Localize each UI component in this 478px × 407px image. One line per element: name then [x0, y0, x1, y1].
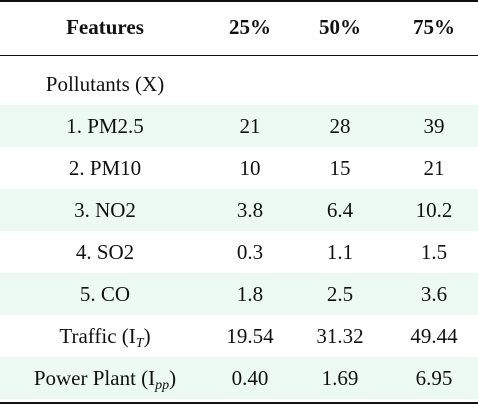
row-value-50: 15: [329, 156, 351, 180]
row-value-25: 3.8: [236, 198, 264, 222]
row-value-50: 1.1: [326, 240, 354, 264]
table-row-traffic: Traffic (IT) 19.54 31.32 49.44: [0, 315, 478, 357]
header-25-percent: 25%: [229, 15, 271, 39]
row-feature: 4. SO2: [75, 240, 135, 264]
table-row: 3. NO2 3.8 6.4 10.2: [0, 189, 478, 231]
row-value-25: 10: [239, 156, 261, 180]
row-feature: 1. PM2.5: [66, 114, 144, 138]
traffic-value-50: 31.32: [316, 324, 364, 348]
power-plant-label-subscript: pp: [155, 378, 170, 393]
power-plant-value-25: 0.40: [231, 366, 269, 390]
row-value-25: 21: [239, 114, 261, 138]
section-label-pollutants: Pollutants (X): [45, 72, 165, 96]
row-value-75: 3.6: [420, 282, 448, 306]
row-value-75: 10.2: [415, 198, 453, 222]
table-row: 4. SO2 0.3 1.1 1.5: [0, 231, 478, 273]
row-feature: 5. CO: [79, 282, 131, 306]
table-row: 2. PM10 10 15 21: [0, 147, 478, 189]
row-feature: 2. PM10: [68, 156, 142, 180]
header-75-percent: 75%: [413, 15, 455, 39]
traffic-label-text: Traffic (I: [59, 324, 136, 348]
header-features: Features: [66, 15, 144, 39]
traffic-label-close: ): [143, 324, 151, 348]
header-50-percent: 50%: [319, 15, 361, 39]
table-header-rule: [0, 55, 478, 56]
power-plant-label-close: ): [169, 366, 177, 390]
section-row: Pollutants (X): [0, 63, 478, 105]
power-plant-value-75: 6.95: [415, 366, 453, 390]
table-bottom-rule: [0, 402, 478, 404]
power-plant-value-50: 1.69: [321, 366, 359, 390]
table-row: 1. PM2.5 21 28 39: [0, 105, 478, 147]
row-value-75: 21: [423, 156, 445, 180]
row-feature: 3. NO2: [74, 198, 136, 222]
traffic-label-subscript: T: [135, 336, 144, 351]
row-value-50: 28: [329, 114, 351, 138]
row-value-25: 1.8: [236, 282, 264, 306]
power-plant-label-text: Power Plant (I: [33, 366, 156, 390]
table-row: 5. CO 1.8 2.5 3.6: [0, 273, 478, 315]
traffic-value-25: 19.54: [226, 324, 274, 348]
row-value-75: 39: [423, 114, 445, 138]
power-plant-label: Power Plant (Ipp): [0, 357, 210, 407]
row-value-25: 0.3: [236, 240, 264, 264]
table-row-power-plant: Power Plant (Ipp) 0.40 1.69 6.95: [0, 357, 478, 399]
row-value-75: 1.5: [420, 240, 448, 264]
table-header-row: Features 25% 50% 75%: [0, 0, 478, 55]
traffic-value-75: 49.44: [410, 324, 458, 348]
traffic-label: Traffic (IT): [0, 315, 210, 365]
row-value-50: 2.5: [326, 282, 354, 306]
row-value-50: 6.4: [326, 198, 354, 222]
table-top-rule: [0, 0, 478, 2]
